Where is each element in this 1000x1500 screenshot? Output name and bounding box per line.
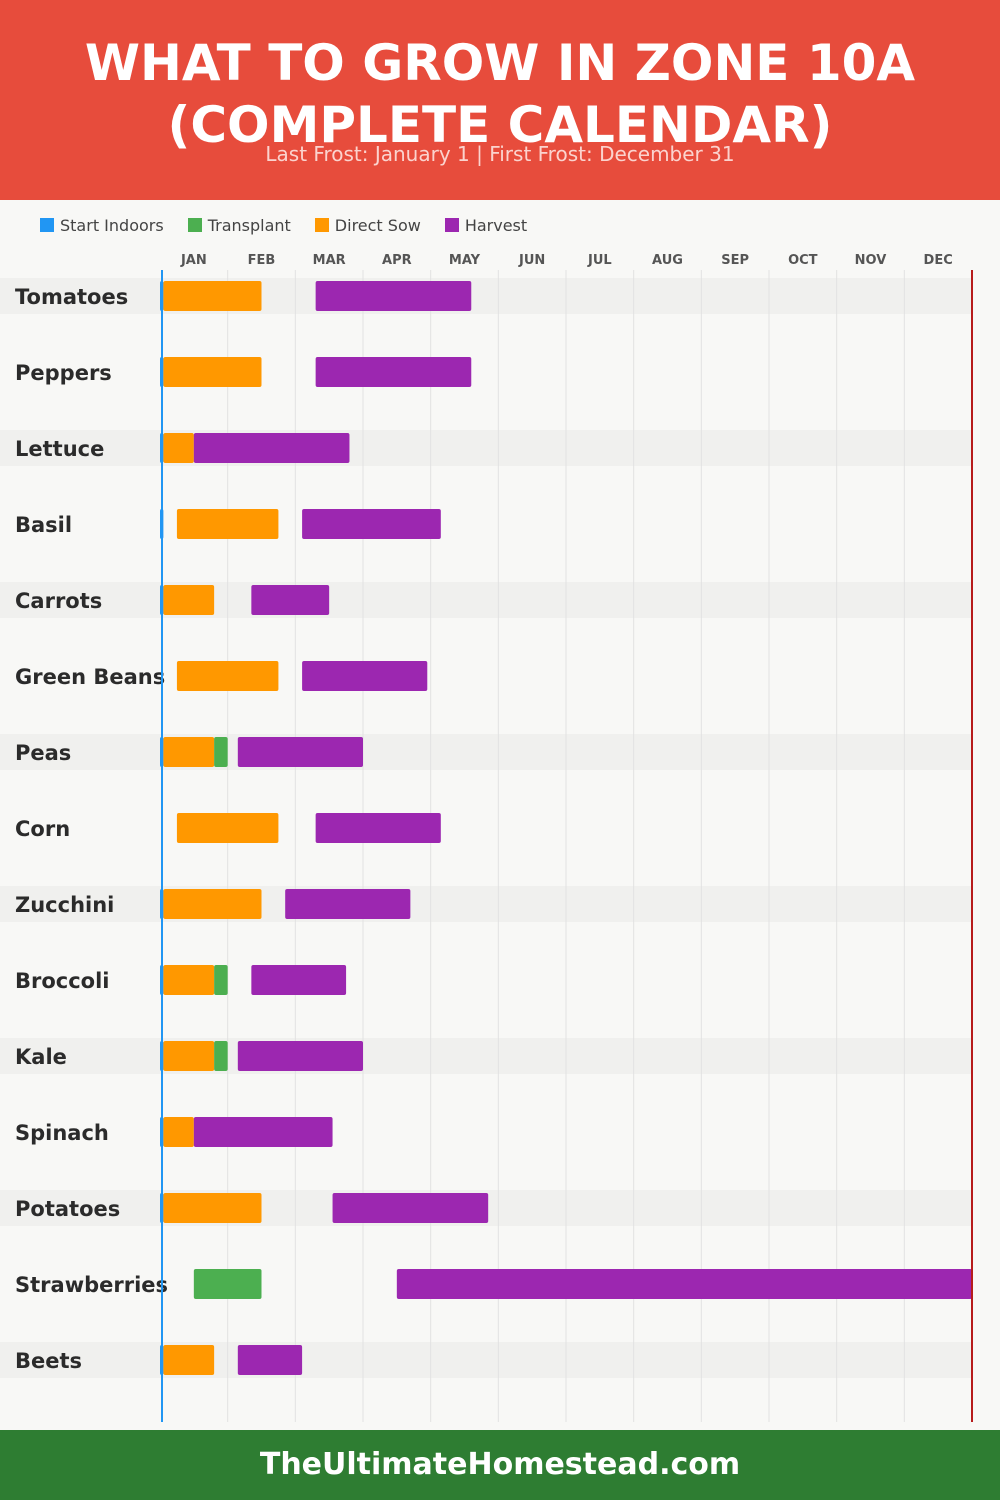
row-stripe [0,278,972,314]
legend-label: Direct Sow [334,215,421,235]
crop-label: Strawberries [15,1273,168,1297]
legend-item: Harvest [444,215,528,235]
crop-label: Tomatoes [15,285,128,309]
legend-swatch [314,218,329,232]
row-stripe [0,582,972,618]
legend-item: Direct Sow [314,215,421,235]
month-tick-label: JAN [180,253,207,268]
phase-bar-harvest [315,357,472,387]
header-banner: WHAT TO GROW IN ZONE 10A (COMPLETE CALEN… [0,0,1000,200]
month-tick-label: FEB [248,253,276,268]
crop-label: Green Beans [15,665,165,689]
phase-bar-direct-sow [163,889,262,919]
chart-legend: Start Indoors Transplant Direct Sow Harvest [40,215,527,235]
footer-banner: TheUltimateHomestead.com [0,1430,1000,1500]
month-tick-label: SEP [721,253,749,268]
title-line-1: WHAT TO GROW IN ZONE 10A [84,34,916,92]
crop-label: Carrots [15,589,102,613]
phase-bar-harvest [237,737,363,767]
phase-bar-harvest [285,889,411,919]
phase-bar-direct-sow [163,737,215,767]
phase-bar-harvest [193,433,350,463]
phase-bar-harvest [302,661,428,691]
month-tick-label: NOV [855,253,887,268]
title-line-2: (COMPLETE CALENDAR) [167,96,833,154]
month-tick-label: AUG [652,253,683,268]
phase-bar-direct-sow [163,357,262,387]
legend-swatch [187,218,202,232]
phase-bar-harvest [237,1041,363,1071]
legend-label: Start Indoors [60,215,164,235]
phase-bar-direct-sow [163,1345,215,1375]
row-stripe [0,1038,972,1074]
crop-label: Peppers [15,361,112,385]
crop-label: Zucchini [15,893,114,917]
phase-bar-harvest [193,1117,333,1147]
phase-bar-direct-sow [163,433,194,463]
phase-bar-direct-sow [176,813,279,843]
crop-label: Lettuce [15,437,104,461]
phase-bar-transplant [214,737,228,767]
phase-bar-harvest [251,585,330,615]
month-tick-label: MAY [449,253,481,268]
phase-bar-harvest [396,1269,972,1299]
row-stripe [0,734,972,770]
month-tick-label: DEC [924,253,953,268]
phase-bar-direct-sow [163,1193,262,1223]
phase-bar-transplant [193,1269,262,1299]
phase-bar-direct-sow [163,1041,215,1071]
phase-bar-direct-sow [163,1117,194,1147]
legend-swatch [444,218,459,232]
crop-label: Corn [15,817,70,841]
phase-bar-direct-sow [163,965,215,995]
crop-label: Potatoes [15,1197,120,1221]
phase-bar-harvest [237,1345,303,1375]
crop-label: Basil [15,513,72,537]
phase-bar-harvest [332,1193,489,1223]
phase-bar-transplant [214,965,228,995]
month-tick-label: APR [382,253,412,268]
month-tick-label: OCT [788,253,818,268]
phase-bar-direct-sow [176,661,279,691]
row-stripe [0,886,972,922]
page-title: WHAT TO GROW IN ZONE 10A (COMPLETE CALEN… [0,32,1000,156]
planting-calendar-chart: JAN FEB MAR APR MAY JUN JUL AUG SEP OCT NOV DEC Toma… [0,253,973,1422]
phase-bar-harvest [315,813,441,843]
month-tick-label: MAR [313,253,346,268]
phase-bar-direct-sow [176,509,279,539]
legend-label: Transplant [207,215,291,235]
legend-item: Start Indoors [40,215,164,235]
footer-website: TheUltimateHomestead.com [259,1447,741,1482]
month-tick-label: JUN [518,253,545,268]
phase-bar-harvest [315,281,472,311]
legend-swatch [40,218,54,232]
phase-bar-harvest [302,509,441,539]
row-stripe [0,1342,972,1378]
phase-bar-direct-sow [163,585,215,615]
phase-bar-transplant [214,1041,228,1071]
crop-label: Kale [15,1045,67,1069]
month-tick-label: JUL [587,253,612,268]
legend-item: Transplant [187,215,291,235]
row-stripe [0,430,972,466]
frost-dates-subtitle: Last Frost: January 1 | First Frost: Dec… [265,142,735,166]
phase-bar-direct-sow [163,281,262,311]
crop-label: Spinach [15,1121,109,1145]
phase-bar-harvest [251,965,347,995]
crop-label: Peas [15,741,71,765]
legend-label: Harvest [464,215,528,235]
crop-label: Beets [15,1349,82,1373]
crop-label: Broccoli [15,969,110,993]
